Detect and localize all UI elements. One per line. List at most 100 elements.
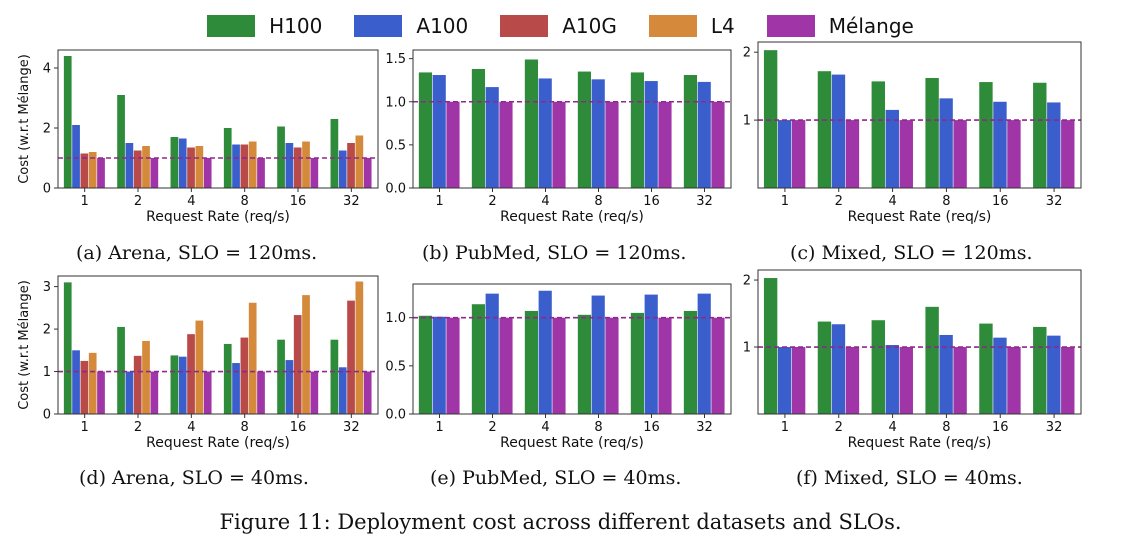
bar-a100-16 <box>285 360 294 414</box>
x-tick-label: 1 <box>81 420 89 435</box>
bar-a10g-4 <box>187 334 195 414</box>
subplot-caption-a: (a) Arena, SLO = 120ms. <box>76 242 318 264</box>
bar-h100-1 <box>418 315 433 414</box>
legend-item: A100 <box>354 14 468 38</box>
bar-a10g-2 <box>133 355 142 414</box>
bar-mlange-8 <box>605 101 619 188</box>
bar-a100-8 <box>939 334 953 414</box>
bar-a100-4 <box>538 78 552 188</box>
y-tick-label: 2 <box>43 122 51 137</box>
x-tick-label: 32 <box>696 420 713 435</box>
bar-h100-8 <box>223 343 232 414</box>
subplot-d: 0 1 2 3 1 2 4 8 16 32 Request Rate (req/s) Cost (w.… <box>17 275 379 451</box>
bar-h100-2 <box>117 326 125 414</box>
x-tick-label: 8 <box>594 420 602 435</box>
bar-mlange-16 <box>658 317 672 414</box>
subplot-a: 0 2 4 1 2 4 8 16 32 Request Rate (req/s) Cost (w.r… <box>17 49 379 225</box>
bar-a10g-32 <box>347 300 355 414</box>
bar-mlange-16 <box>658 101 672 188</box>
bar-a100-16 <box>644 294 658 414</box>
bar-a100-32 <box>697 81 711 188</box>
y-tick-label: 2 <box>743 46 751 61</box>
bar-h100-4 <box>170 355 179 414</box>
y-tick-label: 1.5 <box>385 52 406 67</box>
x-tick-label: 2 <box>488 420 496 435</box>
x-tick-label: 2 <box>488 194 496 209</box>
y-tick-label: 2 <box>43 323 51 338</box>
plot-frame <box>412 283 732 415</box>
y-tick-label: 0.5 <box>385 359 406 374</box>
subplot-caption-b: (b) PubMed, SLO = 120ms. <box>422 242 687 264</box>
x-tick-label: 4 <box>187 194 195 209</box>
bar-a100-32 <box>338 367 347 414</box>
chart-legend: H100 A100 A10G L4 Mélange <box>0 8 1121 44</box>
x-axis-label: Request Rate (req/s) <box>146 209 290 225</box>
bar-h100-32 <box>330 339 339 414</box>
bar-mlange-1 <box>791 347 806 414</box>
bar-h100-2 <box>117 95 125 188</box>
bar-l4-8 <box>248 141 257 188</box>
bar-h100-16 <box>979 323 993 414</box>
bar-a10g-1 <box>80 360 89 414</box>
bar-mlange-16 <box>310 371 319 414</box>
x-tick-label: 2 <box>835 420 843 435</box>
bar-mlange-8 <box>257 158 265 188</box>
x-tick-label: 1 <box>435 420 443 435</box>
bar-a100-4 <box>885 345 899 414</box>
x-tick-label: 8 <box>942 420 950 435</box>
bar-a100-1 <box>777 347 792 414</box>
bar-a10g-8 <box>240 337 249 414</box>
bar-a100-4 <box>885 109 899 188</box>
bar-h100-2 <box>817 321 832 414</box>
bar-mlange-4 <box>899 120 913 188</box>
legend-item: L4 <box>648 14 735 38</box>
x-tick-label: 8 <box>241 194 249 209</box>
bar-a100-2 <box>831 74 846 188</box>
y-tick-label: 1 <box>43 365 51 380</box>
y-tick-label: 1.0 <box>385 95 406 110</box>
bar-a100-2 <box>831 324 846 414</box>
y-tick-label: 1.0 <box>385 311 406 326</box>
x-tick-label: 8 <box>241 420 249 435</box>
bar-l4-16 <box>302 295 310 414</box>
bar-a100-16 <box>285 143 294 188</box>
plot-frame <box>412 49 732 189</box>
x-axis-label: Request Rate (req/s) <box>500 209 644 225</box>
x-tick-label: 32 <box>1046 420 1063 435</box>
x-tick-label: 4 <box>888 420 896 435</box>
plot-frame <box>757 41 1082 189</box>
bar-a100-8 <box>591 295 605 414</box>
bar-mlange-4 <box>203 371 212 414</box>
bar-mlange-16 <box>1007 347 1021 414</box>
bar-a100-8 <box>232 144 240 188</box>
bar-h100-16 <box>630 72 645 188</box>
bar-h100-2 <box>471 68 486 188</box>
subplot-f: 1 2 1 2 4 8 16 32 Request Rate (req/s) <box>743 269 1082 451</box>
bar-mlange-1 <box>446 101 460 188</box>
x-axis-label: Request Rate (req/s) <box>848 209 992 225</box>
y-tick-label: 0 <box>43 408 51 423</box>
bar-h100-32 <box>1033 82 1047 188</box>
bar-h100-32 <box>683 310 698 414</box>
bar-mlange-2 <box>499 317 513 414</box>
legend-label: A100 <box>416 14 469 38</box>
bar-mlange-2 <box>150 371 159 414</box>
x-tick-label: 1 <box>781 194 789 209</box>
bar-h100-32 <box>683 75 698 188</box>
subplot-caption-e: (e) PubMed, SLO = 40ms. <box>430 467 682 489</box>
x-tick-label: 2 <box>134 420 142 435</box>
x-tick-label: 16 <box>643 194 660 209</box>
bar-a100-1 <box>72 125 80 188</box>
bar-l4-32 <box>355 281 364 414</box>
bar-a100-1 <box>432 75 446 188</box>
x-tick-label: 1 <box>81 194 89 209</box>
bar-l4-1 <box>88 352 97 414</box>
y-tick-label: 0.0 <box>385 182 406 197</box>
bar-h100-16 <box>979 82 993 188</box>
y-tick-label: 1 <box>743 114 751 129</box>
bar-mlange-2 <box>150 158 159 188</box>
bar-a100-2 <box>125 371 134 414</box>
bar-a100-1 <box>72 350 80 414</box>
bar-mlange-4 <box>899 347 913 414</box>
x-tick-label: 32 <box>343 420 360 435</box>
